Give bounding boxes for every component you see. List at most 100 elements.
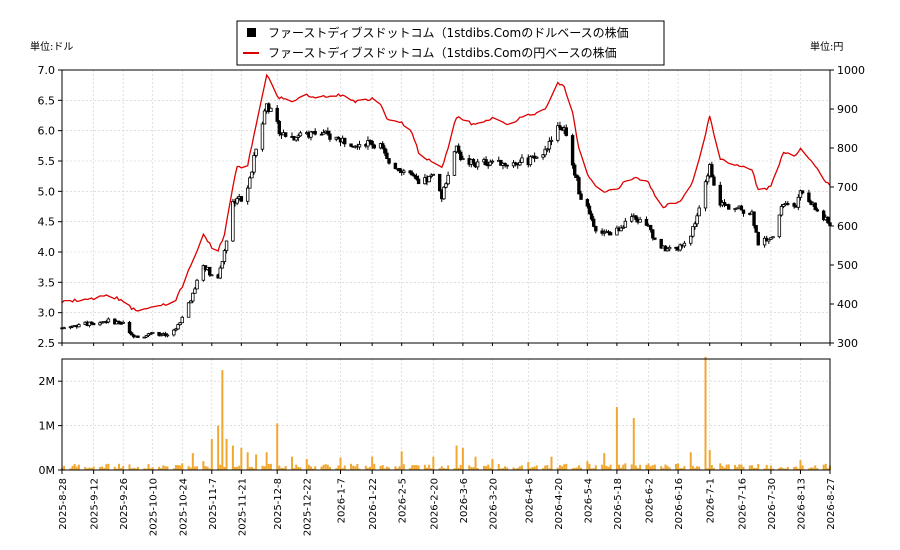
volume-bar: [725, 464, 728, 470]
candle-body: [385, 152, 389, 160]
candle-body: [727, 204, 731, 210]
volume-bar: [487, 464, 490, 470]
volume-bar: [383, 468, 386, 470]
volume-bar: [795, 466, 798, 470]
candle-body: [144, 335, 149, 338]
volume-bar: [807, 468, 810, 470]
x-tick-label: 2025-9-12: [90, 478, 101, 530]
x-tick-label: 2025-11-21: [237, 478, 248, 536]
volume-bar: [193, 466, 196, 470]
right-tick-label: 300: [837, 337, 858, 350]
x-tick-label: 2026-4-6: [524, 478, 535, 523]
volume-bar: [721, 466, 724, 470]
volume-bar: [497, 463, 500, 470]
candle-body: [452, 151, 457, 176]
volume-bar: [309, 466, 312, 470]
candle-body: [800, 190, 805, 194]
candle-body: [151, 331, 155, 334]
candle-body: [779, 206, 784, 216]
candle-body: [756, 231, 760, 246]
x-tick-label: 2026-5-18: [613, 478, 624, 530]
volume-bar: [649, 466, 652, 470]
volume-bar: [90, 468, 93, 470]
volume-bar: [782, 468, 785, 470]
volume-bar: [219, 464, 222, 470]
volume-bar: [603, 453, 606, 470]
candle-body: [807, 192, 811, 202]
volume-bar: [162, 465, 165, 470]
candle-body: [623, 220, 628, 228]
x-tick-label: 2025-12-8: [273, 478, 284, 530]
candle-body: [499, 159, 503, 166]
volume-bar: [542, 468, 545, 470]
volume-bar: [755, 467, 758, 470]
candle-body: [545, 148, 549, 151]
volume-bar: [388, 467, 391, 470]
volume-bar: [179, 465, 182, 470]
volume-bar: [689, 452, 692, 470]
volume-bar: [295, 464, 298, 470]
volume-bar: [101, 466, 104, 470]
candle-body: [456, 145, 461, 153]
volume-bar: [605, 465, 608, 470]
volume-bar: [719, 463, 722, 470]
x-tick-label: 2026-6-16: [674, 478, 685, 530]
candle-body: [89, 321, 94, 324]
volume-bar: [255, 454, 258, 470]
candle-body: [556, 125, 560, 141]
candle-body: [511, 162, 516, 167]
volume-bar: [339, 457, 342, 470]
volume-bar: [826, 468, 829, 470]
volume-bar: [366, 467, 369, 470]
x-tick-label: 2026-2-5: [398, 478, 409, 523]
volume-bar: [767, 468, 770, 470]
x-tick-label: 2025-10-24: [178, 478, 189, 536]
volume-bar: [653, 464, 656, 470]
candle-body: [535, 156, 539, 159]
candle-body: [547, 140, 552, 150]
candle-body: [366, 140, 370, 147]
candle-body: [248, 177, 252, 189]
candle-body: [195, 279, 199, 290]
candle-body: [321, 132, 326, 135]
candle-body: [769, 237, 773, 240]
volume-bar: [491, 458, 494, 470]
candle-body: [444, 183, 448, 188]
volume-bar: [485, 466, 488, 470]
candle-body: [296, 135, 301, 138]
volume-bar: [784, 468, 787, 470]
candle-body: [77, 324, 81, 328]
left-tick-label: 5.0: [38, 185, 56, 198]
x-tick-label: 2026-4-20: [554, 478, 565, 530]
volume-bar: [618, 464, 621, 470]
volume-bar: [674, 464, 677, 470]
volume-bar: [130, 468, 133, 470]
right-tick-label: 400: [837, 298, 858, 311]
volume-bar: [373, 463, 376, 470]
volume-bar: [647, 463, 650, 470]
volume-bar: [174, 465, 177, 470]
candle-body: [159, 334, 163, 337]
volume-bar: [261, 465, 264, 470]
candle-body: [752, 211, 756, 226]
volume-bar: [326, 464, 329, 470]
candle-body: [558, 125, 562, 128]
candle-body: [157, 331, 161, 336]
candle-body: [513, 162, 518, 165]
volume-bar: [267, 463, 270, 470]
candle-body: [87, 321, 92, 326]
candle-body: [416, 178, 421, 185]
volume-bar: [73, 463, 76, 470]
volume-bar: [428, 464, 431, 470]
volume-bar: [712, 468, 715, 470]
candle-body: [260, 123, 265, 150]
volume-bar: [561, 466, 564, 470]
candle-body: [387, 158, 391, 164]
volume-bar: [263, 466, 266, 470]
volume-bar: [457, 467, 460, 470]
candle-body: [62, 327, 66, 330]
volume-bar: [149, 468, 152, 470]
candle-body: [693, 223, 697, 228]
volume-bar: [607, 466, 610, 470]
volume-bar: [221, 370, 224, 470]
